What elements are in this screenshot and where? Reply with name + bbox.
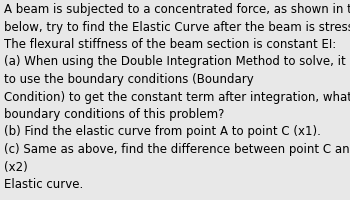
Text: below, try to find the Elastic Curve after the beam is stressed,: below, try to find the Elastic Curve aft…: [4, 20, 350, 33]
Text: The flexural stiffness of the beam section is constant EI:: The flexural stiffness of the beam secti…: [4, 38, 336, 51]
Text: (c) Same as above, find the difference between point C and point B: (c) Same as above, find the difference b…: [4, 142, 350, 155]
Text: (b) Find the elastic curve from point A to point C (x1).: (b) Find the elastic curve from point A …: [4, 125, 321, 138]
Text: A beam is subjected to a concentrated force, as shown in the figure: A beam is subjected to a concentrated fo…: [4, 3, 350, 16]
Text: Condition) to get the constant term after integration, what are the: Condition) to get the constant term afte…: [4, 90, 350, 103]
Text: (x2): (x2): [4, 160, 28, 173]
Text: to use the boundary conditions (Boundary: to use the boundary conditions (Boundary: [4, 73, 254, 86]
Text: (a) When using the Double Integration Method to solve, it is necessa: (a) When using the Double Integration Me…: [4, 55, 350, 68]
Text: boundary conditions of this problem?: boundary conditions of this problem?: [4, 107, 224, 120]
Text: Elastic curve.: Elastic curve.: [4, 177, 83, 190]
